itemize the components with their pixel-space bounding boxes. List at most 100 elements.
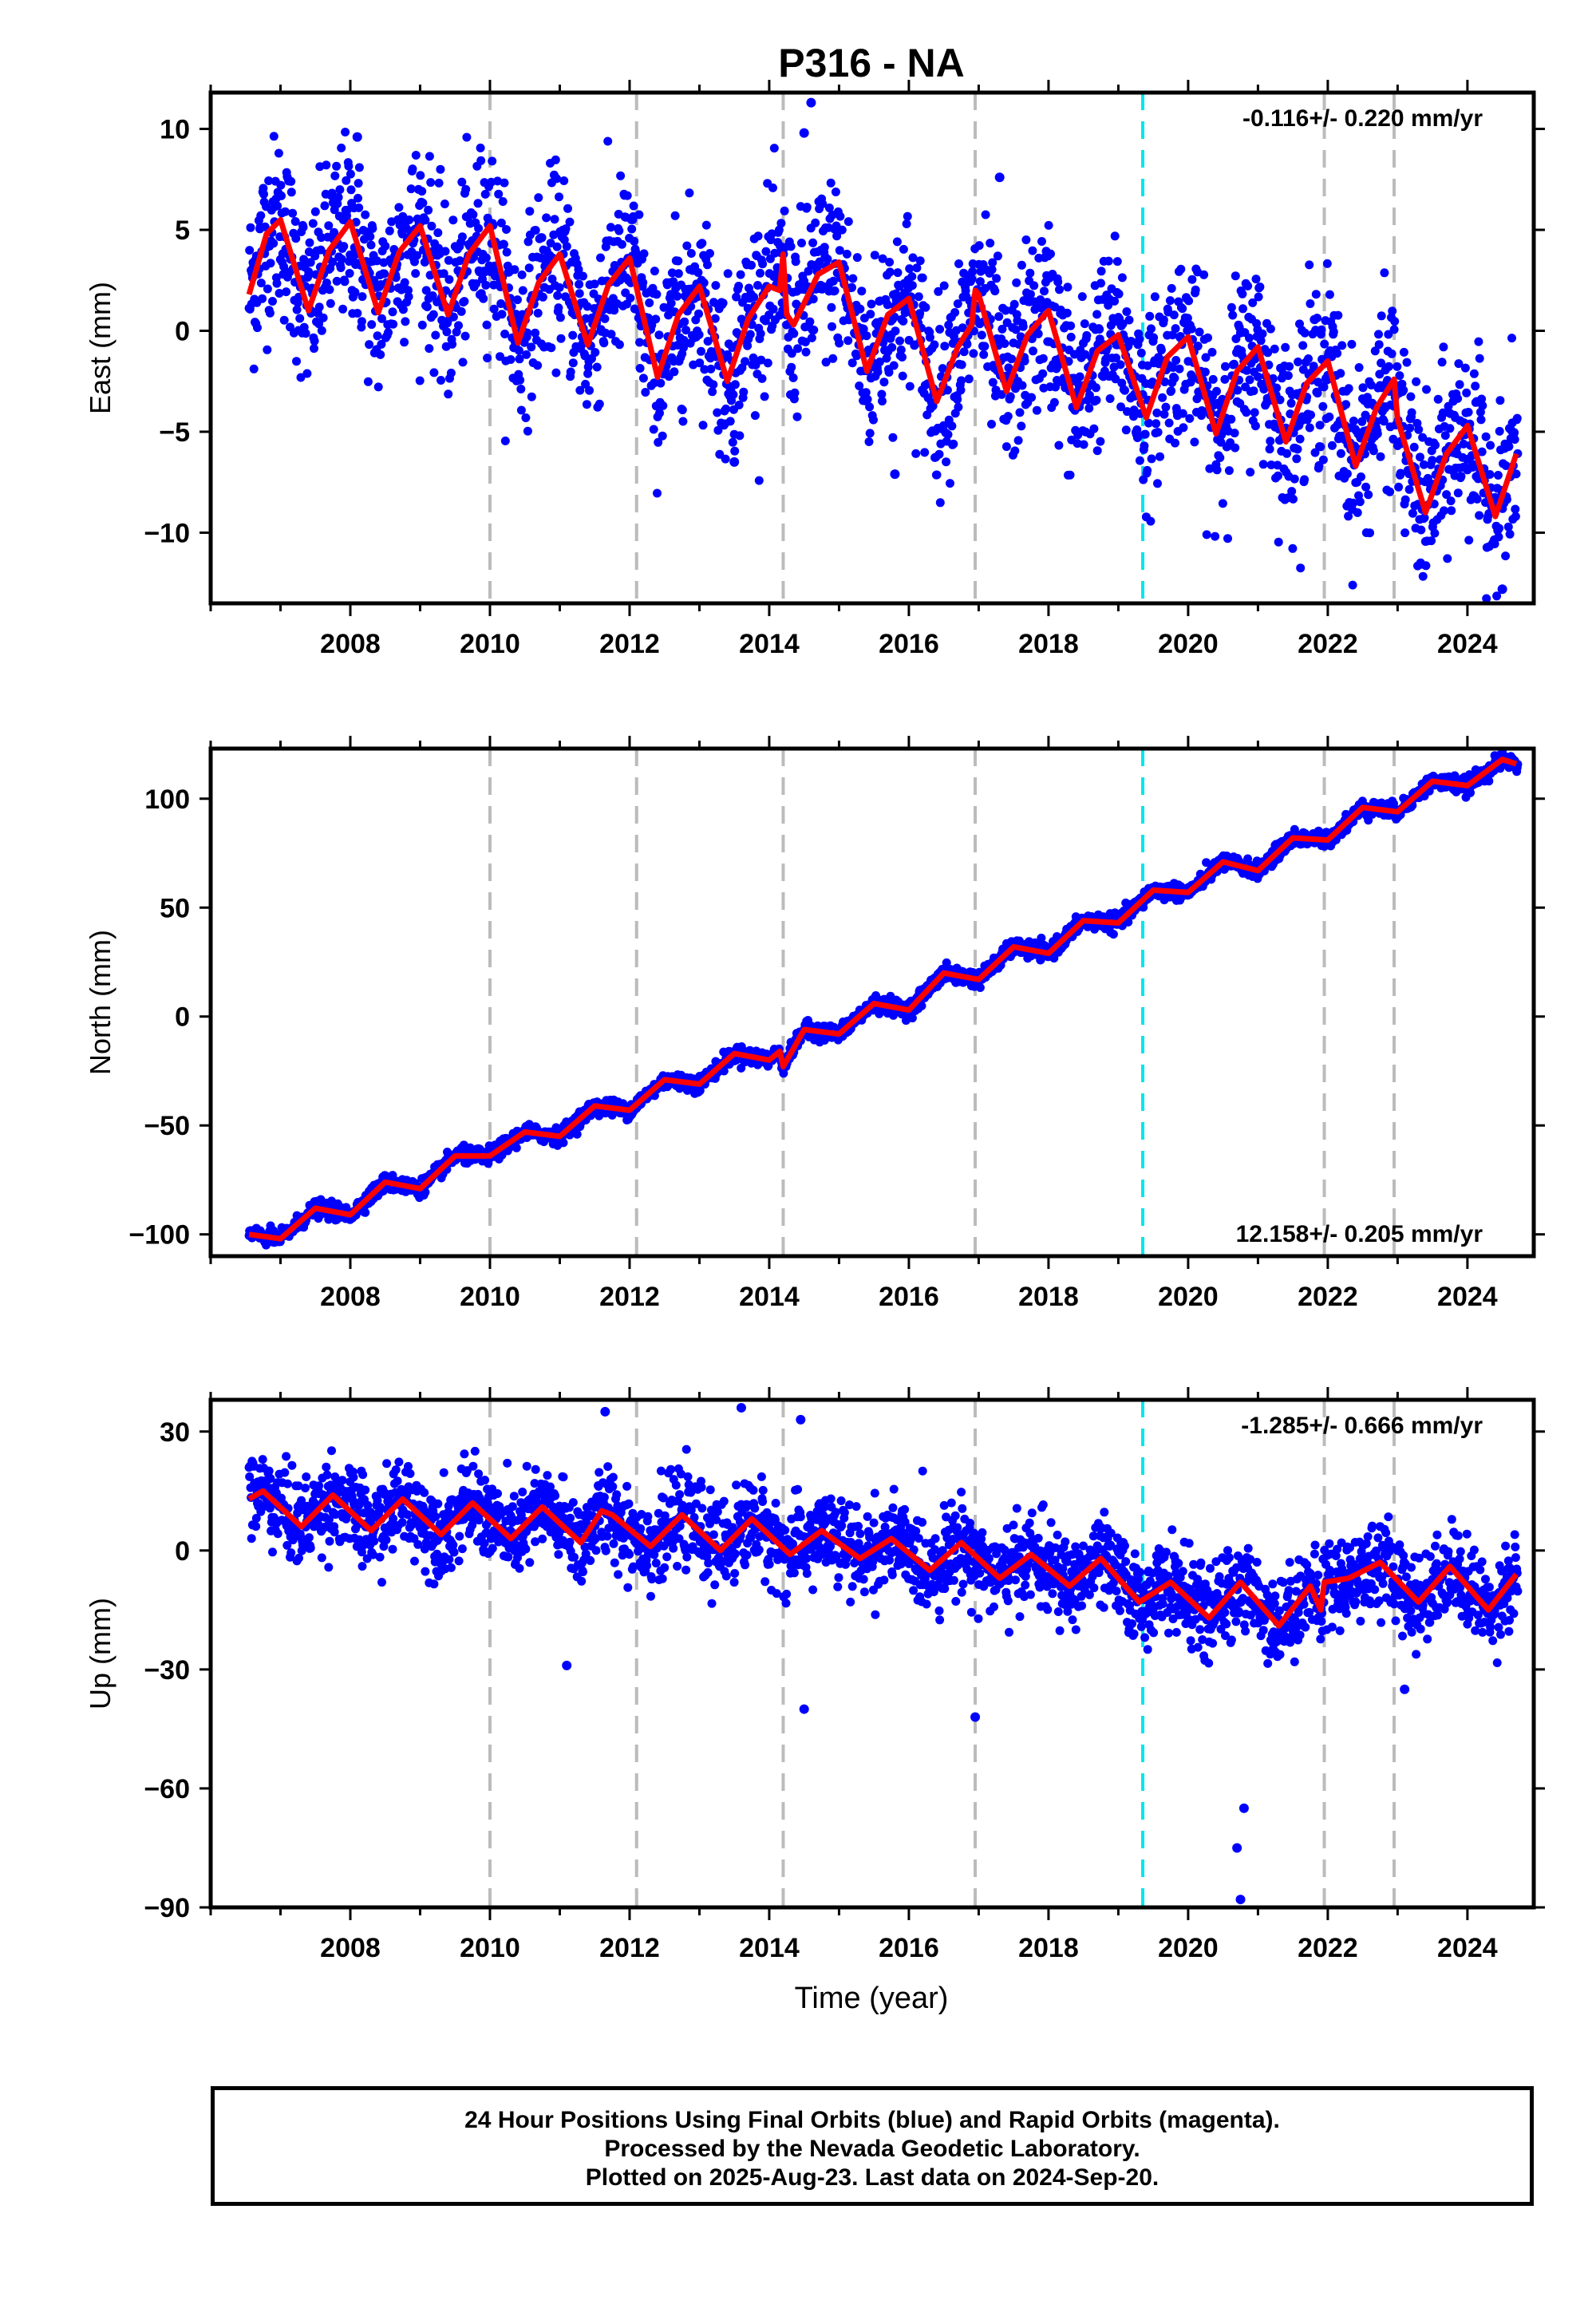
east-point [756, 268, 764, 278]
east-point [1281, 342, 1290, 352]
east-point [685, 188, 694, 198]
east-point [1494, 532, 1503, 542]
east-point [1511, 469, 1521, 479]
east-point [448, 215, 458, 225]
east-point [568, 358, 578, 368]
east-point [655, 409, 664, 418]
east-point [734, 401, 744, 409]
east-point [992, 274, 1001, 283]
east-point [1399, 385, 1408, 395]
east-point [525, 207, 535, 216]
east-point [1318, 455, 1328, 464]
east-point [1165, 296, 1175, 306]
east-point [1021, 235, 1031, 244]
east-point [805, 317, 815, 326]
east-point [1227, 302, 1236, 312]
east-point [1110, 231, 1120, 241]
east-point [887, 342, 897, 352]
east-point [482, 320, 492, 330]
east-point [434, 178, 444, 188]
east-point [1171, 356, 1181, 365]
east-point [476, 156, 486, 165]
east-point [322, 279, 331, 287]
east-point [394, 203, 404, 212]
east-point [1317, 325, 1326, 334]
east-point [1203, 333, 1212, 342]
east-point [518, 286, 527, 295]
east-point [1082, 330, 1092, 340]
east-point [1112, 354, 1120, 362]
east-point [793, 344, 803, 354]
east-point [682, 241, 692, 251]
east-point [787, 362, 796, 372]
east-point [756, 329, 765, 338]
east-point [555, 313, 565, 322]
east-point [551, 368, 561, 377]
east-point [246, 223, 255, 232]
east-point [1358, 383, 1368, 393]
east-point [1447, 506, 1456, 516]
east-point [1143, 465, 1152, 475]
east-point [1266, 460, 1276, 469]
east-point [551, 155, 560, 164]
east-point [1292, 454, 1302, 464]
east-point [697, 239, 707, 248]
east-point [500, 330, 510, 338]
east-point [516, 375, 525, 385]
east-point [1464, 408, 1473, 417]
east-point [603, 136, 613, 146]
east-point [1320, 339, 1329, 349]
east-point [596, 253, 605, 263]
east-point [568, 330, 578, 340]
east-point [1091, 383, 1100, 393]
east-point [828, 276, 838, 286]
north-data-area [244, 749, 1523, 1256]
east-point [1443, 554, 1452, 563]
east-point [1185, 413, 1195, 423]
east-point [920, 448, 930, 457]
east-point [272, 279, 282, 288]
east-point [1116, 402, 1126, 412]
east-point [1066, 321, 1076, 330]
east-point [421, 286, 431, 295]
east-point [763, 358, 772, 368]
east-point [1408, 508, 1417, 518]
east-point [1263, 348, 1273, 358]
east-point [1187, 275, 1197, 284]
east-point [950, 308, 960, 317]
east-point [479, 294, 488, 303]
east-point [1120, 385, 1129, 395]
east-point [1325, 412, 1334, 421]
east-point [1193, 342, 1203, 351]
east-point [1471, 381, 1480, 391]
east-point [1409, 442, 1419, 452]
east-point [1344, 512, 1353, 521]
east-point [531, 328, 540, 338]
east-point [1407, 408, 1416, 417]
east-point [1124, 315, 1134, 325]
east-point [650, 378, 659, 388]
east-point [381, 241, 390, 251]
east-point [1512, 413, 1522, 423]
east-point [263, 284, 272, 294]
east-point [1376, 452, 1385, 461]
east-point [1272, 383, 1282, 393]
east-point [670, 211, 680, 220]
east-point [938, 364, 947, 373]
east-point [1313, 389, 1322, 398]
east-point [859, 324, 868, 334]
east-point [1341, 400, 1351, 409]
east-point [506, 355, 516, 364]
east-point [1117, 273, 1127, 283]
east-point [1171, 438, 1179, 448]
east-point [1231, 271, 1240, 281]
east-point [538, 292, 547, 302]
east-point [457, 177, 467, 187]
east-point [1427, 536, 1436, 546]
east-point [1353, 508, 1362, 517]
east-point [1464, 536, 1474, 545]
east-point [425, 152, 434, 161]
east-point [1200, 367, 1210, 377]
east-point [516, 385, 526, 393]
east-point [1456, 472, 1466, 481]
